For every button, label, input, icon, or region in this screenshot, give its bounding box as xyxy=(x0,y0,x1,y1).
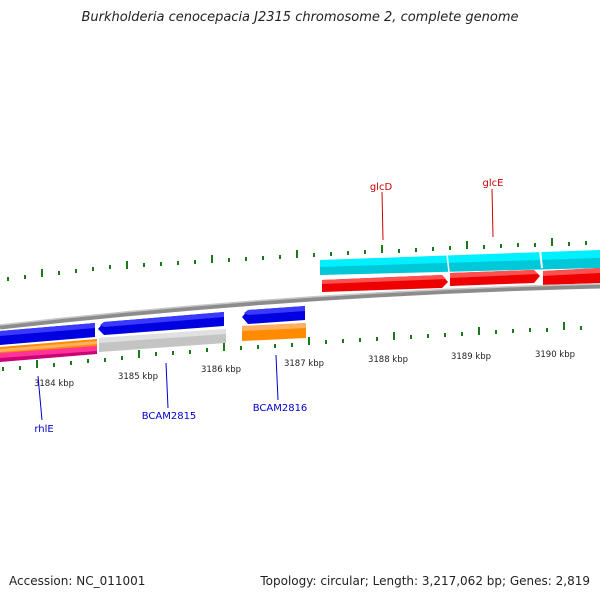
scale-label-3185: 3185 kbp xyxy=(118,372,158,382)
gene-label-glcd: glcD xyxy=(370,182,393,193)
accession-text: Accession: NC_011001 xyxy=(9,574,146,588)
gene-label-rhle: rhlE xyxy=(34,424,53,435)
scale-label-3190: 3190 kbp xyxy=(535,350,575,360)
forward-cyan-track xyxy=(320,249,600,275)
map-title: Burkholderia cenocepacia J2315 chromosom… xyxy=(81,10,519,25)
scale-labels: 3184 kbp 3185 kbp 3186 kbp 3187 kbp 3188… xyxy=(34,350,575,389)
gene-label-bcam2815: BCAM2815 xyxy=(142,411,197,422)
scale-label-3189: 3189 kbp xyxy=(451,352,491,362)
gene-leader-lines xyxy=(37,188,494,421)
outer-tick-marks xyxy=(7,238,587,281)
reverse-blue-track xyxy=(0,306,305,345)
reverse-lower-tracks xyxy=(0,323,306,362)
genome-backbone xyxy=(0,283,600,330)
scale-label-3188: 3188 kbp xyxy=(368,355,408,365)
inner-tick-marks xyxy=(2,322,582,371)
scale-label-3184: 3184 kbp xyxy=(34,379,74,389)
gene-label-glce: glcE xyxy=(483,178,504,189)
gene-labels: glcD glcE rhlE BCAM2815 BCAM2816 xyxy=(34,178,503,435)
genome-summary-text: Topology: circular; Length: 3,217,062 bp… xyxy=(260,574,590,588)
gene-label-bcam2816: BCAM2816 xyxy=(253,403,308,414)
scale-label-3187: 3187 kbp xyxy=(284,359,324,369)
forward-red-track xyxy=(322,268,600,292)
scale-label-3186: 3186 kbp xyxy=(201,365,241,375)
